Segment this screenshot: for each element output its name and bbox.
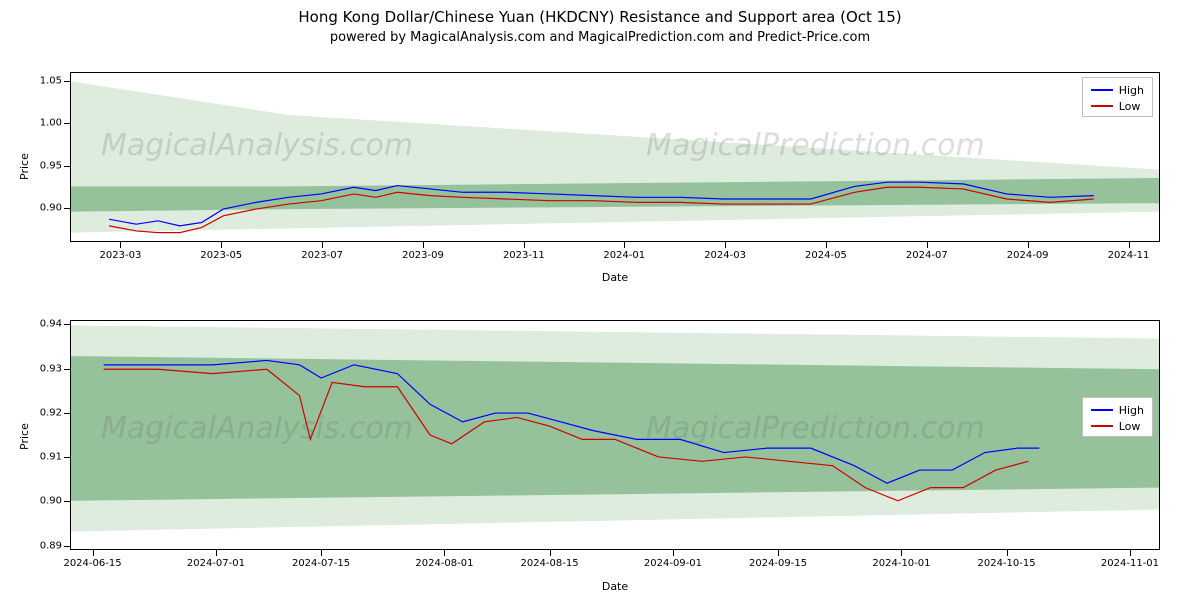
x-tick-label: 2024-01 <box>603 250 645 261</box>
legend-entry: High <box>1091 82 1144 98</box>
legend-label: High <box>1119 404 1144 417</box>
x-tick-label: 2023-11 <box>503 250 545 261</box>
x-tick-label: 2024-10-01 <box>872 558 930 569</box>
x-tick-label: 2024-10-15 <box>977 558 1035 569</box>
legend-swatch <box>1091 409 1113 411</box>
x-tick-label: 2024-11 <box>1108 250 1150 261</box>
x-tick-label: 2024-07-01 <box>187 558 245 569</box>
legend-swatch <box>1091 89 1113 91</box>
x-tick-label: 2024-09-15 <box>749 558 807 569</box>
x-tick-label: 2024-03 <box>704 250 746 261</box>
top-chart-svg <box>71 73 1159 241</box>
chart-subtitle: powered by MagicalAnalysis.com and Magic… <box>0 30 1200 45</box>
legend-swatch <box>1091 105 1113 107</box>
y-axis-label: Price <box>18 153 31 180</box>
x-axis-label: Date <box>70 580 1160 593</box>
legend: High Low <box>1082 397 1153 437</box>
bottom-chart-svg <box>71 321 1159 549</box>
x-tick-label: 2023-03 <box>100 250 142 261</box>
legend-label: Low <box>1119 420 1141 433</box>
x-axis-label: Date <box>70 271 1160 284</box>
x-tick-label: 2024-07 <box>906 250 948 261</box>
legend-label: Low <box>1119 100 1141 113</box>
x-tick-label: 2024-08-01 <box>415 558 473 569</box>
x-tick-label: 2024-09-01 <box>644 558 702 569</box>
legend-entry: Low <box>1091 98 1144 114</box>
x-tick-label: 2023-09 <box>402 250 444 261</box>
x-tick-label: 2024-11-01 <box>1101 558 1159 569</box>
outer-band <box>71 81 1159 232</box>
chart-title: Hong Kong Dollar/Chinese Yuan (HKDCNY) R… <box>0 8 1200 26</box>
inner-band <box>71 356 1159 501</box>
x-tick-label: 2023-05 <box>200 250 242 261</box>
y-axis-label: Price <box>18 423 31 450</box>
legend-label: High <box>1119 84 1144 97</box>
top-chart-panel: MagicalAnalysis.com MagicalPrediction.co… <box>70 72 1160 242</box>
x-tick-label: 2024-05 <box>805 250 847 261</box>
legend-entry: Low <box>1091 418 1144 434</box>
legend-entry: High <box>1091 402 1144 418</box>
bottom-chart-panel: MagicalAnalysis.com MagicalPrediction.co… <box>70 320 1160 550</box>
x-tick-label: 2023-07 <box>301 250 343 261</box>
x-tick-label: 2024-09 <box>1007 250 1049 261</box>
legend-swatch <box>1091 425 1113 427</box>
legend: High Low <box>1082 77 1153 117</box>
x-tick-label: 2024-08-15 <box>520 558 578 569</box>
figure: { "figure_size": {"w":1200,"h":600}, "ba… <box>0 0 1200 600</box>
x-tick-label: 2024-07-15 <box>292 558 350 569</box>
x-tick-label: 2024-06-15 <box>63 558 121 569</box>
